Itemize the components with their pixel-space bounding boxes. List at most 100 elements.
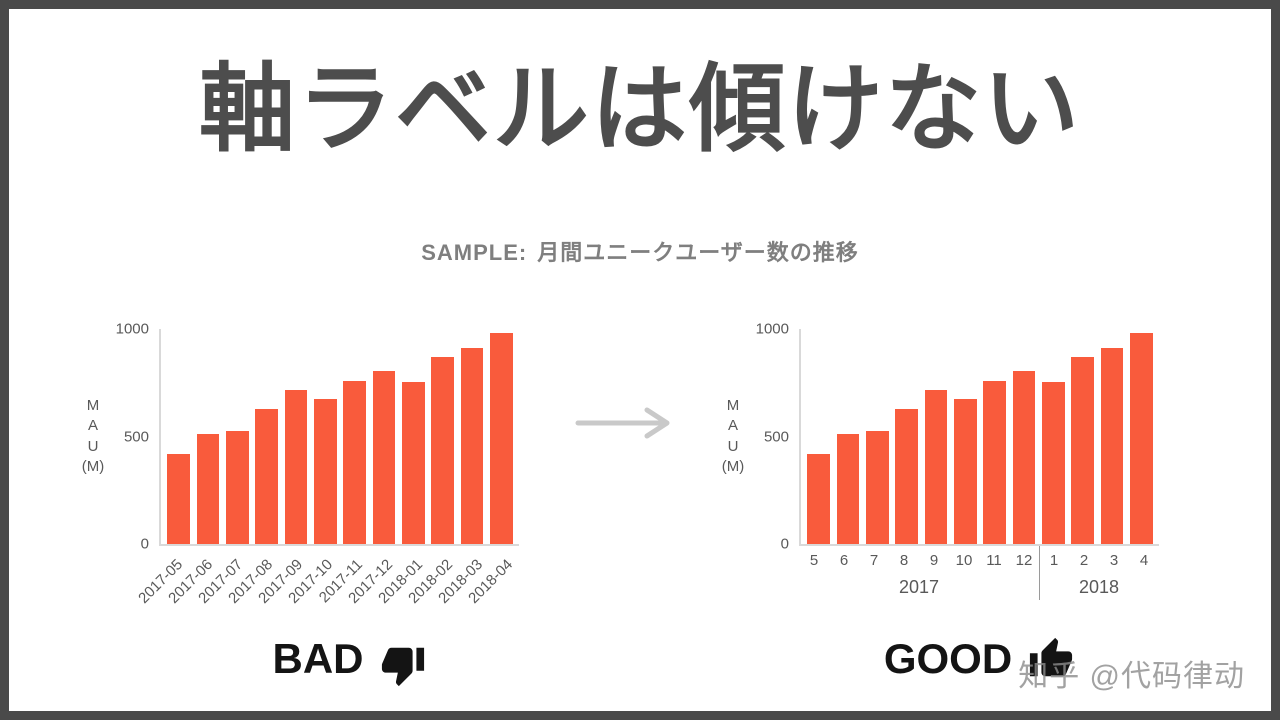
bar-slot: [921, 329, 950, 544]
x-tick-slot: 4: [1129, 546, 1159, 572]
bar: [343, 380, 366, 544]
thumbs-up-icon: [1030, 637, 1073, 677]
bar: [836, 434, 860, 544]
bar: [314, 398, 337, 544]
bar-slot: [369, 329, 398, 544]
x-tick-label: 7: [869, 552, 879, 569]
bars: [161, 329, 519, 544]
x-tick-label: 6: [839, 552, 849, 569]
bad-chart: M A U (M) 0 500 1000 2017-05 2017-06 2017-07 201…: [73, 321, 519, 652]
y-axis-title-line: A: [727, 417, 738, 435]
bar-slot: [863, 329, 892, 544]
bar-slot: [833, 329, 862, 544]
plot-area: [159, 329, 519, 546]
bar-slot: [311, 329, 340, 544]
bar: [983, 380, 1006, 544]
year-group-label: 2018: [1078, 576, 1120, 597]
x-tick-label: 4: [1139, 552, 1149, 569]
y-tick-col: 0 500 1000: [753, 321, 799, 553]
bar-slot: [892, 329, 921, 544]
y-tick-label: 1000: [755, 320, 789, 338]
bar: [924, 390, 948, 544]
bad-verdict: BAD: [159, 635, 539, 687]
bar: [167, 453, 190, 544]
x-group-row: 2017 2018: [799, 572, 1159, 602]
x-tick-label: 8: [899, 552, 909, 569]
x-axis: 5 6 7 8 9 10 11 12 1 2 3 4 2017 2018: [799, 546, 1159, 602]
x-tick-slot: 2018-04: [465, 546, 519, 622]
bar: [1071, 356, 1094, 544]
bar: [1129, 333, 1153, 544]
bar: [460, 348, 484, 544]
x-tick-label: 12: [1015, 552, 1033, 569]
y-axis-title-line: A: [87, 417, 98, 435]
bar-slot: [164, 329, 193, 544]
bar: [1100, 348, 1124, 544]
x-tick-label: 5: [809, 552, 819, 569]
bar: [284, 390, 308, 544]
x-tick-row: 5 6 7 8 9 10 11 12 1 2 3 4: [799, 546, 1159, 572]
bar-slot: [1068, 329, 1097, 544]
y-axis-title-line: (M): [721, 457, 745, 475]
y-axis-title-line: U: [87, 437, 99, 455]
x-tick-slot: 9: [919, 546, 949, 572]
bar: [1042, 381, 1065, 544]
bar-slot: [252, 329, 281, 544]
y-tick-label: 0: [140, 535, 149, 553]
bar: [431, 356, 454, 544]
bar-slot: [1097, 329, 1126, 544]
x-tick-row: 2017-05 2017-06 2017-07 2017-08 2017-09 2017-…: [135, 546, 519, 622]
bar: [895, 408, 918, 544]
good-verdict: GOOD: [799, 635, 1159, 683]
bar-slot: [428, 329, 457, 544]
y-tick-label: 500: [123, 428, 149, 445]
slide-subtitle: SAMPLE: 月間ユニークユーザー数の推移: [9, 235, 1271, 267]
bar-slot: [804, 329, 833, 544]
bar-slot: [487, 329, 516, 544]
x-tick-label: 3: [1109, 552, 1119, 569]
year-group-label: 2017: [898, 576, 940, 597]
bar: [226, 431, 249, 544]
x-tick-label: 2: [1079, 552, 1089, 569]
y-tick-label: 0: [780, 535, 789, 553]
bar-slot: [340, 329, 369, 544]
bars: [801, 329, 1159, 544]
plot-area: [799, 329, 1159, 546]
x-tick-slot: 1: [1039, 546, 1069, 572]
watermark: 知乎 @代码律动: [1018, 660, 1245, 693]
bar: [196, 434, 220, 544]
bar-slot: [1127, 329, 1156, 544]
y-axis-title-line: M: [86, 397, 100, 414]
y-tick-col: 0 500 1000: [113, 321, 159, 553]
bar: [402, 381, 425, 544]
bar-slot: [399, 329, 428, 544]
y-axis-title-line: U: [727, 437, 739, 455]
bar-slot: [1039, 329, 1068, 544]
x-tick-slot: 2: [1069, 546, 1099, 572]
bar-slot: [223, 329, 252, 544]
x-tick-slot: 10: [949, 546, 979, 572]
year-divider-line: [1039, 546, 1040, 600]
y-tick-label: 500: [763, 428, 789, 445]
x-tick-slot: 3: [1099, 546, 1129, 572]
x-tick-slot: 12: [1009, 546, 1039, 572]
bar-slot: [281, 329, 310, 544]
good-chart: M A U (M) 0 500 1000 5 6 7 8 9 10 11 12 1 2 3 4 2017 2018: [713, 321, 1159, 602]
good-label: GOOD: [883, 635, 1013, 682]
slide-title: 軸ラベルは傾けない: [199, 56, 1081, 163]
sample-label: SAMPLE:: [421, 240, 528, 265]
x-tick-label: 1: [1049, 552, 1059, 569]
bar-slot: [1009, 329, 1038, 544]
x-tick-slot: 7: [859, 546, 889, 572]
bar: [807, 453, 830, 544]
bar: [372, 370, 396, 544]
bar: [255, 408, 278, 544]
x-tick-slot: 8: [889, 546, 919, 572]
bar: [489, 333, 513, 544]
x-tick-label: 10: [955, 552, 973, 569]
y-axis-title: M A U (M): [73, 329, 113, 544]
y-axis-title: M A U (M): [713, 329, 753, 544]
sample-text: 月間ユニークユーザー数の推移: [537, 240, 859, 265]
bar-slot: [951, 329, 980, 544]
